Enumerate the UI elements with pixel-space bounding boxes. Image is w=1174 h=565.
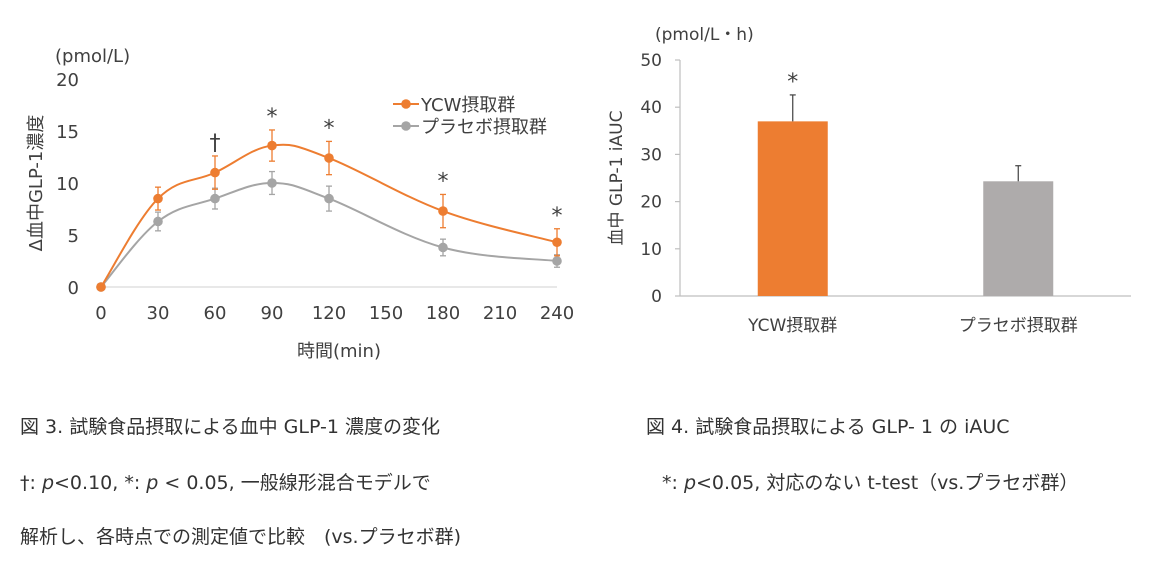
fig3-x-tick-label: 120 xyxy=(312,303,346,324)
fig4-note-star: *: xyxy=(662,472,684,494)
fig4-caption: 図 4. 試験食品摂取による GLP- 1 の iAUC xyxy=(646,412,1010,439)
fig3-placebo-point xyxy=(153,216,163,227)
fig3-note-2: 解析し、各時点での測定値で比較 (vs.プラセボ群) xyxy=(20,522,461,549)
fig3-note-comparison: 解析し、各時点での測定値で比較 (vs.プラセボ群) xyxy=(20,526,462,548)
fig4-category-label: プラセボ摂取群 xyxy=(959,316,1078,336)
fig4-significance-mark: * xyxy=(787,70,798,95)
fig3-legend-placebo-label: プラセボ摂取群 xyxy=(421,117,547,138)
fig3-y-tick-label: 0 xyxy=(68,278,79,299)
fig4-note: *: p<0.05, 対応のない t-test（vs.プラセボ群） xyxy=(662,468,1078,495)
fig3-caption: 図 3. 試験食品摂取による血中 GLP-1 濃度の変化 xyxy=(20,412,440,439)
fig3-x-tick-label: 60 xyxy=(204,303,227,324)
fig3-placebo-point xyxy=(324,193,334,204)
fig3-title: 図 3. 試験食品摂取による血中 GLP-1 濃度の変化 xyxy=(20,416,441,438)
fig4-note-test: <0.05, 対応のない t-test（vs.プラセボ群） xyxy=(696,472,1079,494)
fig3-x-tick-label: 210 xyxy=(483,303,517,324)
fig4-y-tick-label: 30 xyxy=(640,145,662,165)
fig3-ycw-point xyxy=(438,206,448,216)
fig4-y-tick-label: 0 xyxy=(651,287,662,307)
fig4-y-axis-title: 血中 GLP-1 iAUC xyxy=(607,111,627,246)
fig3-y-tick-label: 20 xyxy=(56,70,79,91)
fig3-note-method: < 0.05, 一般線形混合モデルで xyxy=(158,472,431,494)
fig3-placebo-point xyxy=(210,193,220,204)
fig4-placebo-bar xyxy=(983,181,1054,296)
fig3-ycw-point xyxy=(267,140,277,151)
fig3-x-tick-label: 0 xyxy=(95,303,106,324)
fig4-y-tick-label: 10 xyxy=(640,240,662,260)
fig3-placebo-point xyxy=(552,256,562,266)
fig4-category-label: YCW摂取群 xyxy=(747,316,837,336)
fig3-legend-ycw-marker xyxy=(401,99,411,109)
fig3-ycw-point xyxy=(153,193,163,204)
fig3-x-tick-label: 30 xyxy=(147,303,170,324)
fig3-significance-mark: * xyxy=(324,116,335,141)
fig3-x-tick-label: 240 xyxy=(540,303,574,324)
fig3-y-tick-label: 10 xyxy=(56,174,79,195)
fig4-y-tick-label: 40 xyxy=(640,98,662,118)
fig3-x-tick-label: 180 xyxy=(426,303,460,324)
fig3-significance-mark: * xyxy=(267,105,278,130)
fig3-note-dagger: †: xyxy=(20,472,42,494)
fig3-note-threshold: <0.10, *: xyxy=(54,472,147,494)
fig4-note-p: p xyxy=(683,472,697,494)
fig3-placebo-point xyxy=(438,242,448,253)
fig4-title: 図 4. 試験食品摂取による GLP- 1 の iAUC xyxy=(646,416,1010,438)
fig3-x-tick-label: 150 xyxy=(369,303,403,324)
fig3-note-1: †: p<0.10, *: p < 0.05, 一般線形混合モデルで xyxy=(20,468,431,495)
fig3-legend-ycw-label: YCW摂取群 xyxy=(420,95,515,116)
fig4-unit-label: (pmol/L・h) xyxy=(655,25,754,45)
fig4-ycw-bar xyxy=(757,121,828,296)
fig3-x-tick-label: 90 xyxy=(261,303,284,324)
fig3-y-axis-title: Δ血中GLP-1濃度 xyxy=(26,115,47,252)
fig3-legend-placebo-marker xyxy=(401,121,411,131)
fig3-ycw-point xyxy=(96,282,106,292)
fig4-y-tick-label: 50 xyxy=(640,51,662,71)
fig3-unit-label: (pmol/L) xyxy=(55,46,130,67)
fig3-y-tick-label: 15 xyxy=(56,122,79,143)
fig3-note-p2: p xyxy=(146,472,159,494)
fig3-note-p1: p xyxy=(41,472,55,494)
fig3-x-axis-title: 時間(min) xyxy=(297,341,381,362)
fig3-y-tick-label: 5 xyxy=(68,226,79,247)
fig3-significance-mark: † xyxy=(210,131,221,156)
fig3-ycw-point xyxy=(324,153,334,163)
fig3-significance-mark: * xyxy=(438,169,449,194)
fig3-placebo-point xyxy=(267,178,277,188)
fig4-y-tick-label: 20 xyxy=(640,193,662,213)
fig3-ycw-point xyxy=(552,237,562,248)
fig3-ycw-point xyxy=(210,167,220,178)
fig3-significance-mark: * xyxy=(552,204,563,229)
